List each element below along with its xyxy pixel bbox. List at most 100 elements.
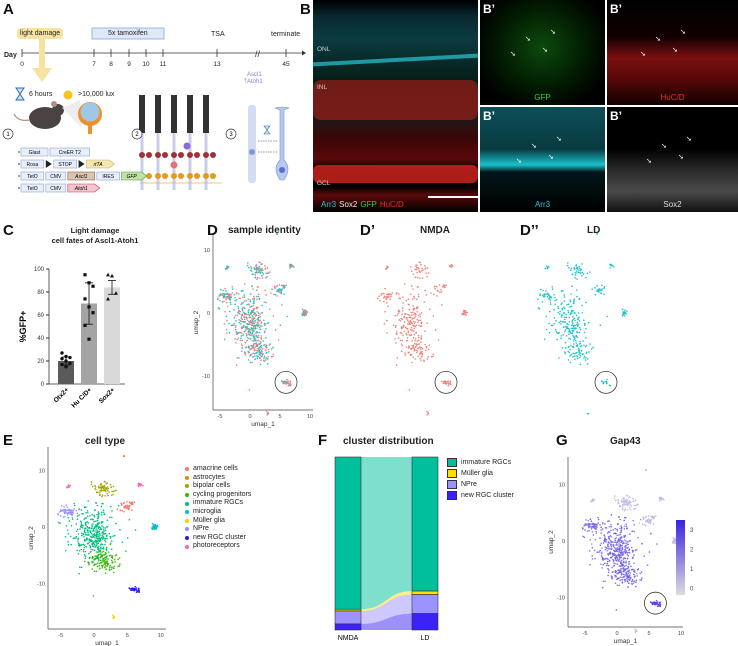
umap-point [617,523,619,525]
umap-point [111,490,113,493]
construct-part [45,171,67,181]
umap-point [573,298,576,300]
umap-point [558,321,560,324]
umap-point [243,315,246,318]
umap-point [286,378,288,381]
umap-point [602,563,605,566]
umap-point [263,331,266,334]
umap-point [262,340,264,342]
umap-point [253,349,255,352]
umap-point [549,299,552,301]
umap-point [228,322,230,325]
umap-point [417,347,419,350]
umap-point [101,547,104,550]
umap-point [89,535,92,538]
umap-point [84,533,87,536]
umap-point [109,537,112,539]
umap-point [119,509,122,512]
umap-point [576,336,579,338]
umap-point [260,335,263,337]
umap-point [628,549,630,552]
x-axis-label: umap_1 [95,640,119,646]
umap-point [577,317,579,320]
subpanel-label: B’ [610,2,622,16]
umap-point [550,324,553,327]
legend-label: cycling progenitors [193,490,252,498]
umap-point [610,576,613,578]
umap-point [643,555,646,558]
umap-point [234,314,237,317]
umap-point [609,263,611,266]
umap-point [414,339,416,342]
umap-point [617,534,620,536]
panel-label-g: G [556,432,568,449]
umap-point [419,351,422,353]
legend-dot [185,544,189,549]
umap-point [225,297,227,299]
umap-point [630,546,633,549]
umap-point [564,320,567,323]
umap-point [98,487,101,489]
umap-point [634,504,637,507]
umap-point [247,323,249,326]
umap-point [272,353,275,356]
umap-point [582,273,585,275]
umap-point [128,587,131,589]
umap-point [419,325,422,327]
construct-part [20,183,45,193]
umap-point [121,541,124,544]
umap-point [607,547,610,550]
umap-point [117,565,119,567]
umap-point [622,311,624,313]
umap-point [413,313,415,316]
umap-point [151,522,154,525]
umap-point [604,546,607,548]
umap-point [602,580,605,583]
umap-point [245,346,247,349]
umap-point [426,266,429,269]
umap-point [101,560,104,562]
ganglion-cell-shape [162,173,168,179]
umap-point [648,521,650,524]
umap-point [238,313,241,315]
umap-point [630,501,632,504]
umap-point [401,313,403,315]
stain-label: Arr3 [321,200,337,209]
umap-point [447,380,449,382]
umap-point [574,339,577,342]
umap-point [650,515,652,518]
umap-point [617,559,620,562]
umap-point [656,605,659,608]
umap-point [96,543,98,545]
umap-point [99,538,102,541]
umap-point [59,522,61,525]
umap-point [586,362,589,365]
umap-point [86,537,88,539]
mouse-illustration [13,101,64,129]
construct-part [53,159,77,169]
umap-point [225,298,227,301]
umap-point [243,283,246,285]
umap-point [537,307,540,309]
umap-point [419,271,421,273]
umap-point [614,582,617,584]
umap-dp [376,233,468,416]
umap-point [249,312,252,314]
umap-point [102,536,105,538]
arrow-icon: ➘ [516,158,522,165]
umap-point [101,494,104,497]
umap-point [107,487,110,490]
umap-point [565,346,567,349]
umap-point [250,327,253,330]
umap-point [563,296,566,298]
umap-point [289,263,291,266]
umap-point [463,312,466,314]
colorbar-tick-label: 3 [690,528,694,534]
umap-point [412,330,415,332]
x-tick-label: 10 [307,414,313,420]
umap-point [417,286,419,288]
umap-point [91,556,94,558]
umap-point [426,275,429,278]
umap-point [253,352,256,355]
umap-point [610,536,613,538]
